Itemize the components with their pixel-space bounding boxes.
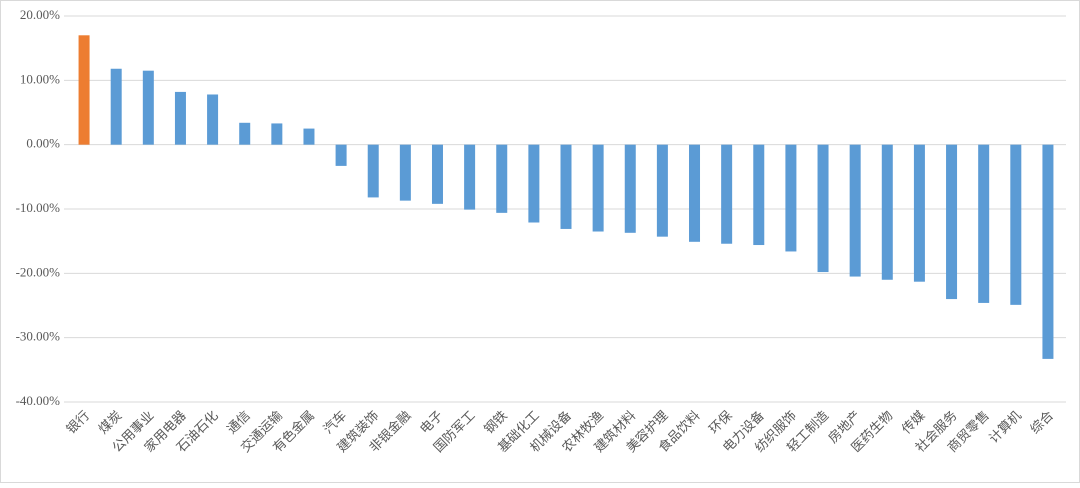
bar	[1042, 144, 1054, 359]
bar	[496, 144, 508, 213]
bar	[946, 144, 958, 300]
bar	[1010, 144, 1022, 305]
bar	[335, 144, 347, 166]
bar	[174, 91, 186, 145]
y-tick-label: 10.00%	[20, 71, 60, 86]
bar	[656, 144, 668, 237]
bar	[560, 144, 572, 229]
y-tick-label: -40.00%	[16, 393, 61, 408]
y-tick-label: 0.00%	[26, 136, 60, 151]
bar	[592, 144, 604, 232]
bar	[431, 144, 443, 204]
y-tick-label: -10.00%	[16, 200, 61, 215]
bar	[303, 128, 315, 145]
bar	[753, 144, 765, 246]
bar	[142, 70, 154, 145]
y-tick-label: 20.00%	[20, 7, 60, 22]
bar	[110, 68, 122, 145]
bar	[881, 144, 893, 280]
bar	[721, 144, 733, 244]
bar	[367, 144, 379, 198]
bar	[464, 144, 476, 210]
bar	[817, 144, 829, 273]
bar	[78, 35, 90, 145]
bar	[785, 144, 797, 252]
bar	[528, 144, 540, 223]
bar	[624, 144, 636, 233]
y-tick-label: -30.00%	[16, 329, 61, 344]
bar	[271, 123, 283, 145]
bar	[239, 122, 251, 145]
bar	[689, 144, 701, 242]
y-tick-label: -20.00%	[16, 264, 61, 279]
bar	[913, 144, 925, 282]
bar	[207, 94, 219, 145]
bar	[399, 144, 411, 201]
bar	[849, 144, 861, 277]
bar	[978, 144, 990, 303]
